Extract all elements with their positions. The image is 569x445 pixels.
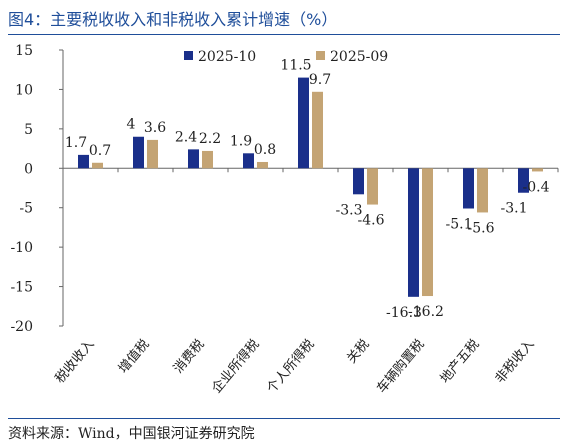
y-tick-label: 15 (15, 43, 33, 59)
data-label: 2.2 (199, 131, 221, 147)
bars (78, 77, 543, 297)
data-label: -16.2 (408, 304, 444, 320)
bar (518, 168, 529, 193)
y-tick-label: 5 (24, 122, 33, 138)
bar (463, 168, 474, 209)
y-tick-label: 10 (15, 82, 33, 98)
bar (202, 150, 213, 169)
data-label: -5.6 (468, 220, 495, 236)
legend-swatch (184, 51, 193, 60)
category-label: 非税收入 (493, 337, 538, 386)
data-label: 0.8 (254, 142, 276, 158)
bar (92, 162, 103, 169)
data-label: -0.4 (523, 179, 550, 195)
x-axis (63, 167, 559, 173)
legend-label: 2025-10 (198, 49, 256, 65)
category-label: 增值税 (115, 336, 152, 376)
data-label: 3.6 (144, 120, 166, 136)
bar (298, 77, 309, 169)
y-axis: 15 10 5 0 -5 -10 -15 -20 (10, 43, 64, 335)
bar (532, 168, 543, 172)
legend: 2025-10 2025-09 (184, 49, 388, 65)
y-tick-label: -5 (19, 201, 33, 217)
bar (422, 168, 433, 297)
source-note: 资料来源：Wind，中国银河证券研究院 (8, 426, 255, 442)
data-label: -3.1 (501, 201, 528, 217)
bar (133, 136, 144, 169)
category-label: 税收收入 (53, 337, 98, 386)
data-label: 11.5 (280, 58, 311, 74)
y-tick-label: 0 (24, 161, 33, 177)
y-tick-label: -15 (10, 280, 33, 296)
bar (188, 149, 199, 169)
category-labels: 税收收入 增值税 消费税 企业所得税 个人所得税 关税 车辆购置税 地产五税 非税收入 (53, 336, 538, 396)
legend-swatch (316, 51, 325, 60)
category-label: 车辆购置税 (374, 336, 428, 396)
category-label: 消费税 (171, 337, 208, 377)
data-label: -5.1 (446, 217, 473, 233)
y-tick-label: -20 (10, 319, 33, 335)
bar (243, 153, 254, 169)
figure-title: 图4：主要税收收入和非税收入累计增速（%） (8, 10, 338, 29)
data-label: 1.7 (65, 135, 87, 151)
bar (367, 168, 378, 205)
bar (147, 139, 158, 169)
data-label: 0.7 (89, 143, 111, 159)
bar (353, 168, 364, 195)
bar (78, 154, 89, 169)
bar (257, 161, 268, 169)
category-label: 企业所得税 (209, 336, 263, 396)
data-label: -4.6 (358, 213, 385, 229)
y-tick-label: -10 (10, 240, 33, 256)
data-label: -3.3 (336, 202, 363, 218)
source-rule (8, 418, 560, 419)
category-label: 地产五税 (438, 337, 483, 386)
title-rule (8, 34, 560, 35)
data-label: 4 (127, 117, 136, 133)
legend-label: 2025-09 (330, 49, 388, 65)
data-label: 9.7 (309, 72, 331, 88)
bar (408, 168, 419, 297)
data-label: -16.3 (386, 305, 422, 321)
category-label: 关税 (344, 337, 372, 367)
bar (312, 91, 323, 169)
data-label: 2.4 (175, 129, 197, 145)
category-label: 个人所得税 (264, 336, 318, 396)
bar (477, 168, 488, 213)
data-labels: 1.7 0.7 4 3.6 2.4 2.2 1.90.8 11.59.7 -3.3-4.6 -16… (65, 58, 550, 321)
data-label: 1.9 (230, 133, 252, 149)
